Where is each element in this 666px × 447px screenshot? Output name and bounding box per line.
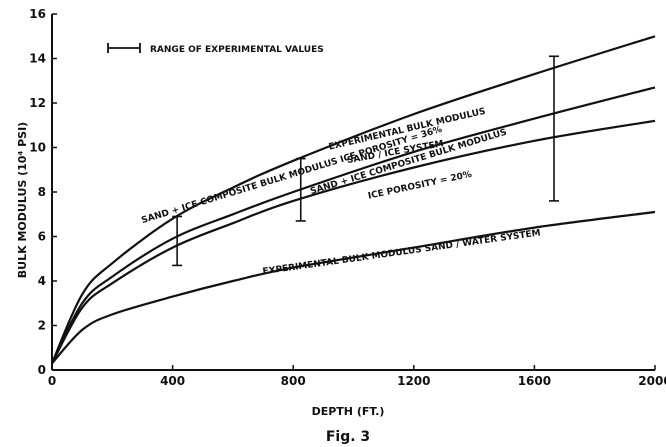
y-tick-label: 0 [38,363,46,377]
curve-annotation: SAND + ICE COMPOSITE BULK MODULUS ICE PO… [140,125,443,226]
curve-annotation: EXPERIMENTAL BULK MODULUS SAND / WATER S… [262,228,541,277]
y-tick-label: 8 [38,185,46,199]
legend: RANGE OF EXPERIMENTAL VALUES [107,43,324,55]
series-line-1 [50,35,656,364]
x-tick-label: 800 [281,374,306,388]
series-line-2 [51,86,656,364]
y-tick-label: 6 [38,230,46,244]
y-axis-title: BULK MODULUS (10⁴ PSI) [16,122,29,278]
figure-caption: Fig. 3 [326,429,370,445]
x-tick-label: 400 [160,374,185,388]
y-tick-label: 2 [38,319,46,333]
y-tick-label: 16 [29,7,46,21]
legend-label: RANGE OF EXPERIMENTAL VALUES [150,45,324,55]
x-tick-label: 1600 [518,374,551,388]
series-lines [50,35,656,365]
y-tick-label: 10 [29,141,46,155]
series-line-3 [51,119,656,364]
series-line-4 [51,210,656,365]
y-tick-label: 14 [29,52,46,66]
y-tick-label: 4 [38,274,46,288]
x-tick-label: 0 [48,374,56,388]
y-tick-label: 12 [29,96,46,110]
error-bars [172,55,559,267]
x-axis-title: DEPTH (FT.) [312,405,385,418]
x-tick-label: 1200 [397,374,430,388]
